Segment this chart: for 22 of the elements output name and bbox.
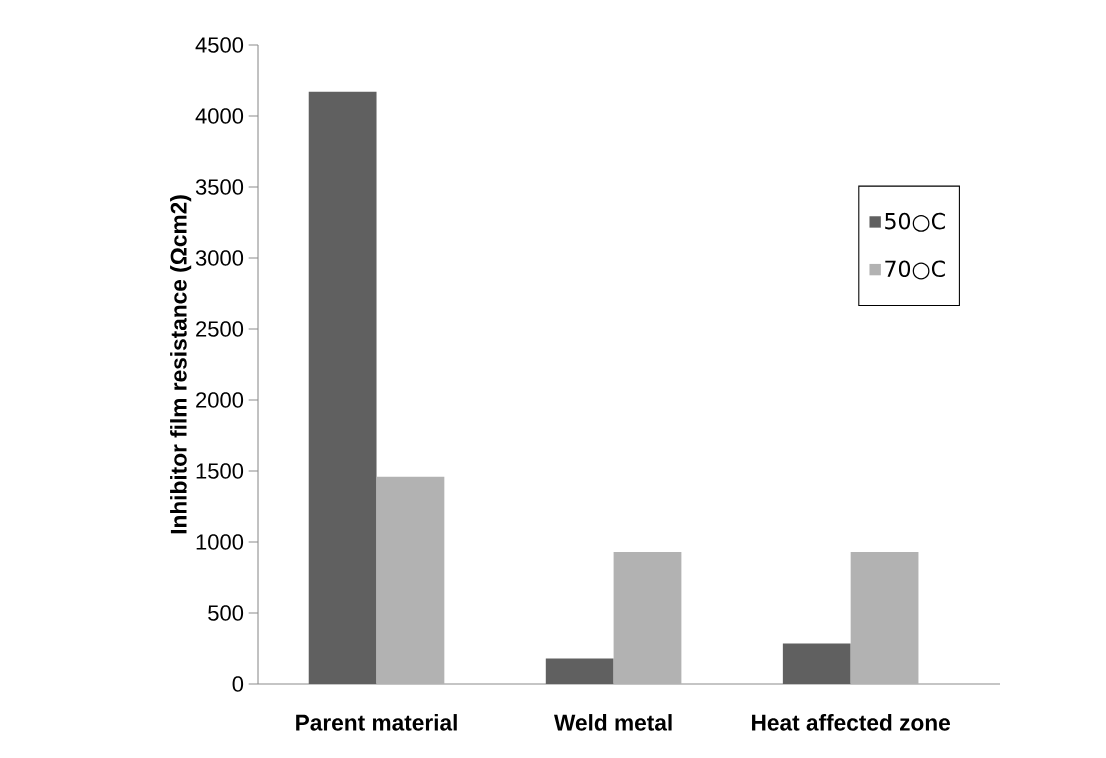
y-tick-label: 1500: [196, 463, 244, 479]
y-tick-label: 4000: [195, 108, 244, 124]
legend-label: 50○C: [885, 212, 945, 232]
y-tick-label: 2500: [196, 321, 244, 337]
y-tick-label: 3000: [195, 250, 244, 266]
bar: [782, 643, 851, 684]
y-tick-label: 3500: [195, 179, 244, 195]
legend-label: 70○C: [885, 260, 945, 280]
y-tick-label: 1000: [196, 534, 244, 550]
x-tick-label: Parent material: [296, 714, 457, 731]
y-tick-label: 2000: [196, 392, 244, 408]
x-tick-label: Heat affected zone: [752, 714, 950, 731]
bar: [308, 91, 377, 684]
bar: [613, 551, 682, 684]
bar: [376, 476, 445, 684]
y-tick-label: 500: [208, 605, 244, 621]
y-tick-label: 4500: [195, 37, 244, 53]
y-axis-title: Inhibitor film resistance (Ωcm2): [170, 195, 192, 534]
bar: [850, 551, 919, 684]
bar: [545, 658, 614, 684]
x-tick-label: Weld metal: [554, 714, 672, 731]
y-tick-label: 0: [232, 676, 244, 692]
